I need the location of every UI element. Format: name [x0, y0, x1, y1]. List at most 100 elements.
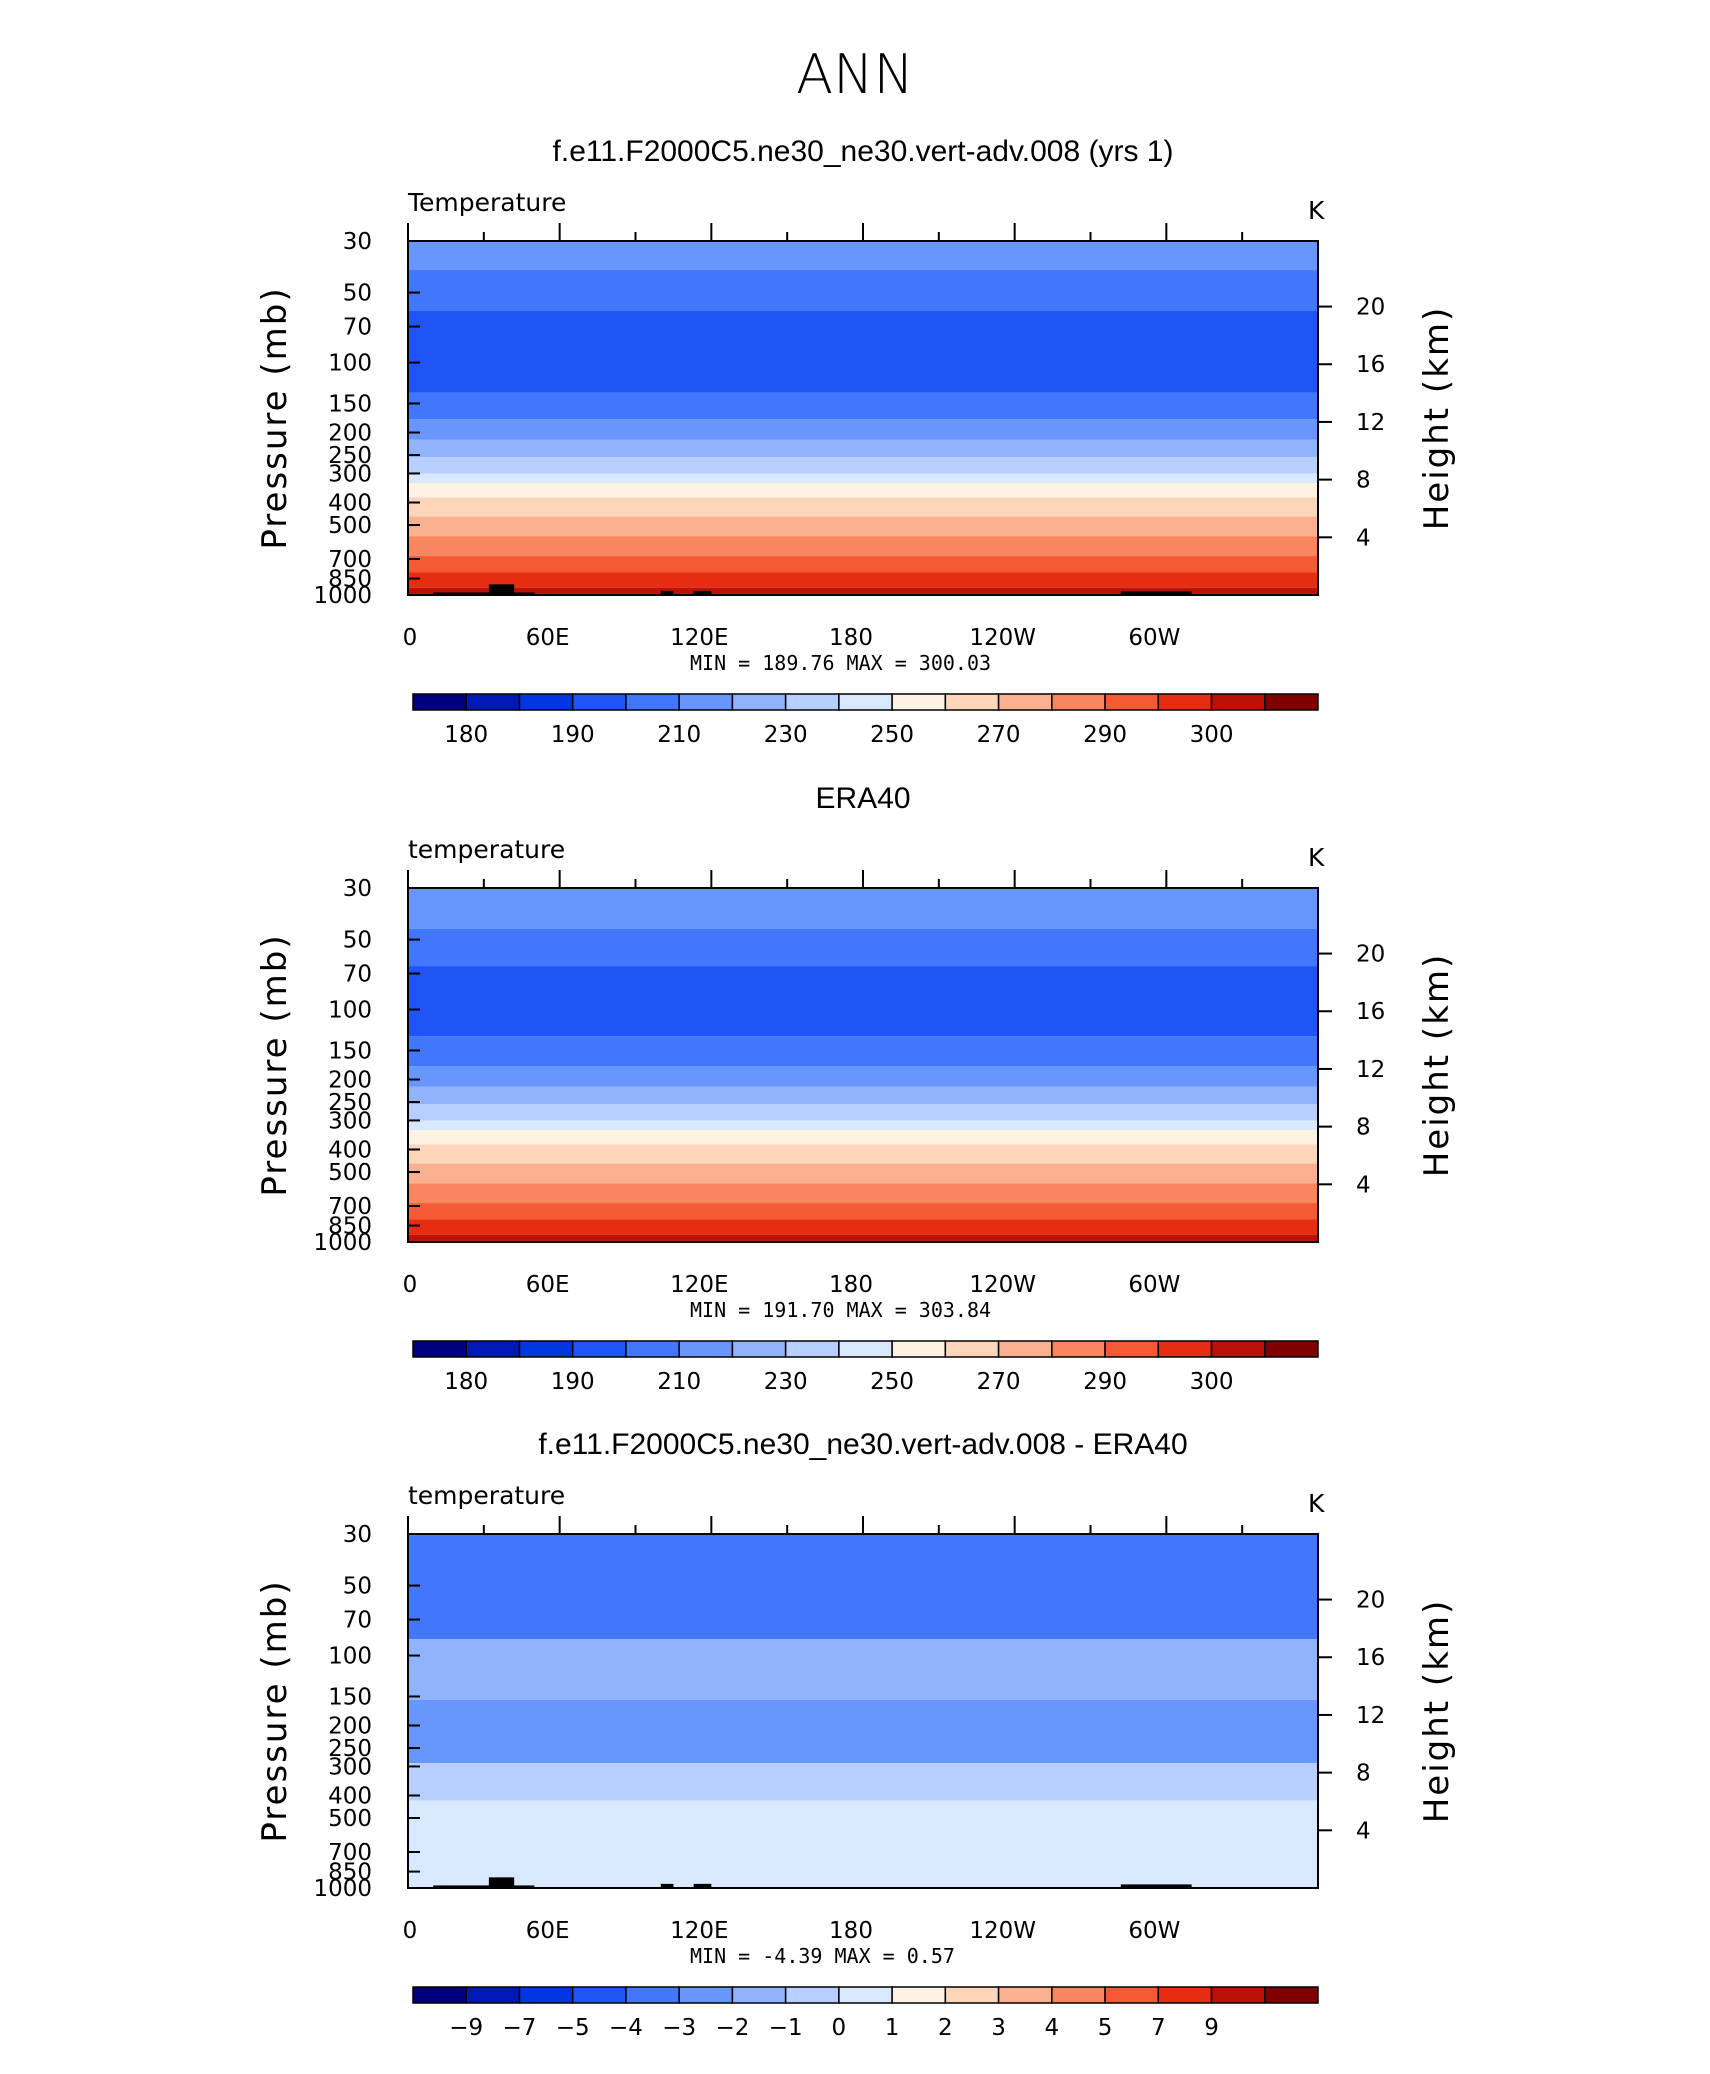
x-tick-label: 120W: [969, 625, 1036, 651]
variable-label: temperature: [408, 1481, 565, 1510]
y2-tick-label: 20: [1356, 295, 1385, 321]
contour-band: [408, 587, 1318, 595]
y2-axis-title: Height (km): [1417, 953, 1457, 1178]
y2-tick-label: 4: [1356, 1818, 1371, 1844]
stats-line: MIN = 189.76 MAX = 300.03: [690, 651, 991, 675]
contour-band: [408, 966, 1318, 1037]
x-tick-label: 180: [829, 1272, 873, 1298]
colorbar-label: −2: [715, 2015, 749, 2041]
colorbar-label: 9: [1204, 2015, 1219, 2041]
contour-band: [408, 1130, 1318, 1145]
contour-band: [408, 241, 1318, 271]
colorbar-box: [465, 693, 521, 711]
contour-band: [408, 483, 1318, 498]
stat-value: MAX: [847, 651, 883, 675]
y-tick-label: 500: [328, 513, 372, 539]
y-tick-label: 250: [328, 1090, 372, 1116]
colorbar-label: −5: [556, 2015, 590, 2041]
colorbar-box: [625, 693, 680, 711]
colorbar-label: 250: [870, 722, 914, 748]
y-tick-label: 100: [328, 998, 372, 1024]
colorbar-label: 190: [551, 722, 595, 748]
contour-band: [408, 439, 1318, 458]
colorbar-label: 230: [764, 722, 808, 748]
y-tick-label: 400: [328, 1783, 372, 1809]
colorbar-box: [678, 693, 734, 711]
colorbar-box: [891, 1340, 947, 1358]
y-tick-label: 50: [343, 281, 372, 307]
colorbar-label: 2: [938, 2015, 953, 2041]
y2-tick-label: 16: [1356, 352, 1385, 378]
colorbar-box: [944, 1986, 1000, 2004]
x-tick-label: 120E: [670, 625, 728, 651]
y-tick-label: 150: [328, 391, 372, 417]
colorbar-box: [518, 693, 574, 711]
colorbar-box: [838, 1986, 893, 2004]
y-tick-label: 700: [328, 1840, 372, 1866]
panel-1: f.e11.F2000C5.ne30_ne30.vert-adv.008 (yr…: [255, 135, 1457, 748]
colorbar-box: [1157, 693, 1213, 711]
y2-tick-label: 12: [1356, 1057, 1385, 1083]
contour-band: [408, 1534, 1318, 1640]
y-tick-label: 30: [343, 229, 372, 255]
y2-tick-label: 20: [1356, 1588, 1385, 1614]
colorbar-box: [412, 693, 467, 711]
contour-band: [408, 1219, 1318, 1235]
colorbar-label: 300: [1190, 722, 1234, 748]
y-tick-label: 400: [328, 490, 372, 516]
x-tick-label: 0: [403, 1918, 418, 1944]
colorbar-box: [997, 1986, 1053, 2004]
stats-line: MIN = 191.70 MAX = 303.84: [690, 1298, 991, 1322]
terrain-mask: [433, 592, 535, 595]
colorbar-box: [1210, 1986, 1266, 2004]
y-axis-title: Pressure (mb): [255, 933, 295, 1196]
colorbar-label: 300: [1190, 1369, 1234, 1395]
y-tick-label: 300: [328, 461, 372, 487]
x-tick-label: 0: [403, 1272, 418, 1298]
colorbar-box: [1104, 1986, 1160, 2004]
y2-tick-label: 12: [1356, 410, 1385, 436]
y-tick-label: 100: [328, 1644, 372, 1670]
contour-band: [408, 1036, 1318, 1067]
contour-band: [408, 572, 1318, 588]
stat-value: MAX: [835, 1944, 871, 1968]
y-tick-label: 70: [343, 315, 372, 341]
contour-band: [408, 1104, 1318, 1121]
colorbar-label: 290: [1083, 722, 1127, 748]
terrain-mask: [1120, 1884, 1192, 1888]
stat-value: MIN: [690, 1298, 726, 1322]
x-tick-label: 60W: [1128, 1918, 1180, 1944]
colorbar-box: [1104, 1340, 1160, 1358]
y-tick-label: 850: [328, 1860, 372, 1886]
contour-band: [408, 1639, 1318, 1700]
colorbar-box: [571, 693, 627, 711]
contour-band: [408, 473, 1318, 484]
colorbar-label: 190: [551, 1369, 595, 1395]
stats-line: MIN = -4.39 MAX = 0.57: [690, 1944, 955, 1968]
colorbar-box: [1157, 1986, 1213, 2004]
colorbar-box: [518, 1986, 574, 2004]
x-tick-label: 60E: [526, 1272, 570, 1298]
y2-tick-label: 16: [1356, 1645, 1385, 1671]
y2-axis-title: Height (km): [1417, 306, 1457, 531]
y-tick-label: 1000: [313, 1230, 372, 1256]
colorbar-box: [944, 1340, 1000, 1358]
contour-band: [408, 1183, 1318, 1204]
variable-label: temperature: [408, 835, 565, 864]
x-tick-label: 120W: [969, 1918, 1036, 1944]
colorbar-label: 7: [1151, 2015, 1166, 2041]
colorbar-label: 4: [1045, 2015, 1060, 2041]
colorbar-box: [1264, 1340, 1319, 1358]
colorbar-label: 290: [1083, 1369, 1127, 1395]
colorbar-box: [1210, 1340, 1266, 1358]
x-tick-label: 120W: [969, 1272, 1036, 1298]
terrain-mask: [660, 590, 674, 595]
terrain-mask: [433, 1885, 535, 1888]
colorbar-box: [571, 1340, 627, 1358]
contour-band: [408, 888, 1318, 929]
y-tick-label: 1000: [313, 583, 372, 609]
colorbar-box: [1157, 1340, 1213, 1358]
units-label: K: [1308, 196, 1325, 225]
colorbar-label: −3: [662, 2015, 696, 2041]
colorbar-box: [784, 1986, 840, 2004]
